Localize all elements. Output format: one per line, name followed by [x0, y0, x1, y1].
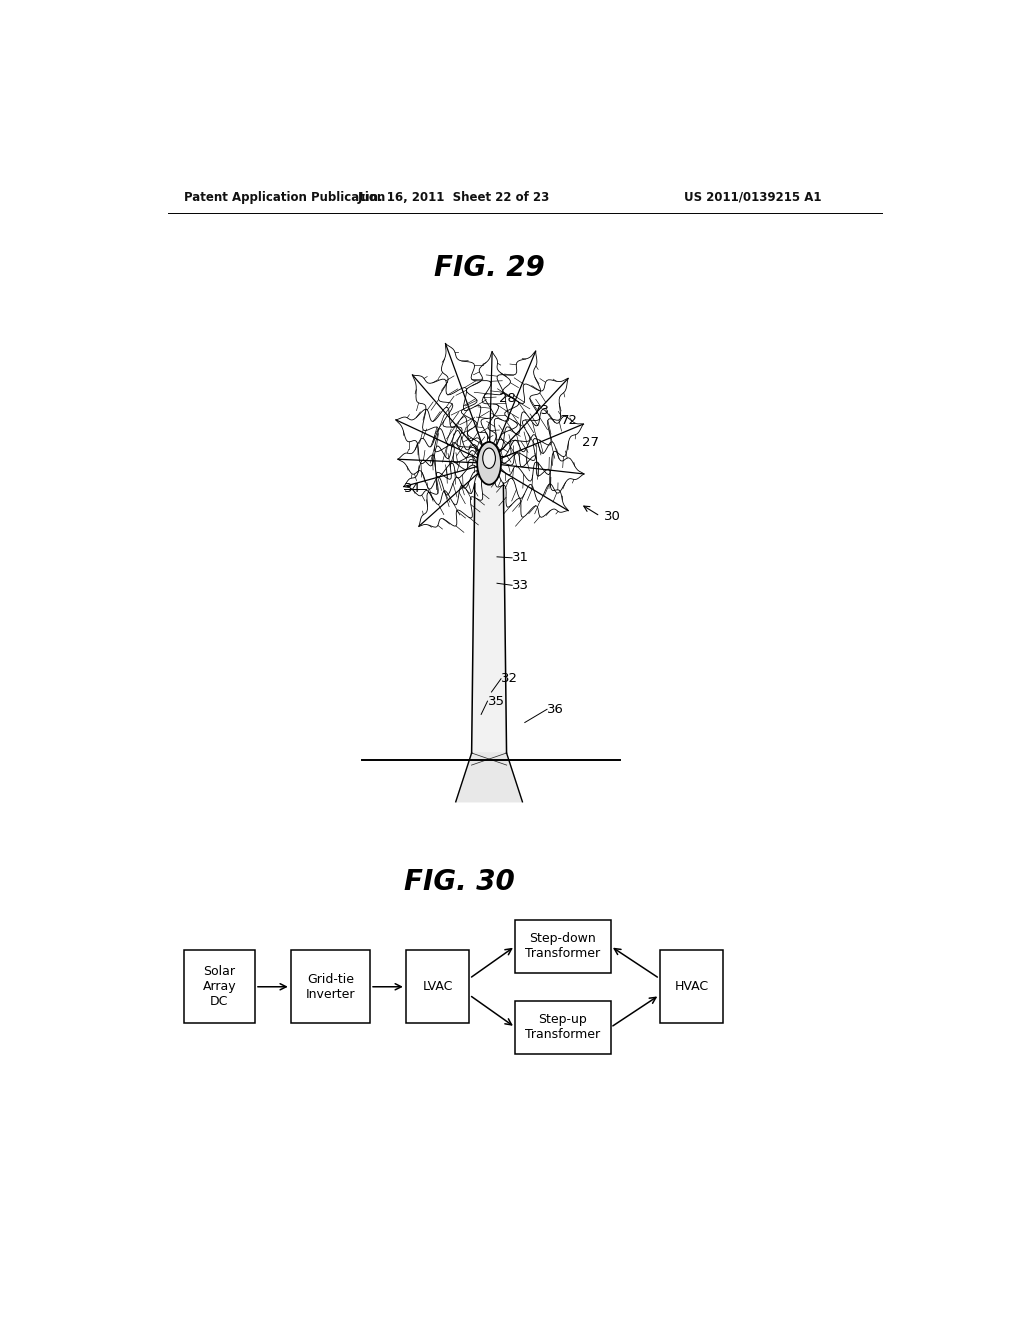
Text: 72: 72: [560, 414, 578, 428]
Text: 28: 28: [500, 392, 516, 405]
Polygon shape: [438, 343, 499, 463]
Text: 33: 33: [512, 578, 529, 591]
Text: 30: 30: [604, 510, 621, 523]
Text: Grid-tie
Inverter: Grid-tie Inverter: [305, 973, 355, 1001]
Text: 73: 73: [532, 404, 550, 417]
FancyBboxPatch shape: [406, 950, 469, 1023]
Text: US 2011/0139215 A1: US 2011/0139215 A1: [684, 190, 821, 203]
Text: Step-up
Transformer: Step-up Transformer: [525, 1014, 600, 1041]
Text: LVAC: LVAC: [422, 981, 453, 993]
Text: Step-down
Transformer: Step-down Transformer: [525, 932, 600, 960]
Polygon shape: [456, 752, 522, 801]
Polygon shape: [462, 351, 519, 463]
Text: Solar
Array
DC: Solar Array DC: [203, 965, 237, 1008]
Text: 32: 32: [501, 672, 518, 685]
Text: Patent Application Publication: Patent Application Publication: [183, 190, 385, 203]
FancyBboxPatch shape: [659, 950, 723, 1023]
Text: 31: 31: [512, 552, 529, 565]
Ellipse shape: [477, 442, 501, 484]
Text: FIG. 29: FIG. 29: [433, 255, 545, 282]
Text: 34: 34: [404, 482, 421, 495]
Text: Jun. 16, 2011  Sheet 22 of 23: Jun. 16, 2011 Sheet 22 of 23: [357, 190, 550, 203]
Text: FIG. 30: FIG. 30: [404, 869, 515, 896]
FancyBboxPatch shape: [515, 1001, 610, 1053]
Polygon shape: [419, 459, 489, 527]
Polygon shape: [489, 434, 584, 502]
Polygon shape: [398, 429, 489, 495]
Ellipse shape: [482, 447, 496, 469]
FancyBboxPatch shape: [515, 920, 610, 973]
Polygon shape: [489, 409, 584, 480]
Polygon shape: [489, 379, 568, 465]
Polygon shape: [472, 483, 507, 752]
Text: HVAC: HVAC: [675, 981, 709, 993]
Polygon shape: [413, 375, 489, 463]
Polygon shape: [403, 442, 489, 506]
Text: 27: 27: [582, 437, 599, 450]
Text: 35: 35: [487, 694, 505, 708]
Polygon shape: [481, 351, 541, 463]
FancyBboxPatch shape: [291, 950, 370, 1023]
Polygon shape: [489, 453, 568, 517]
Text: 36: 36: [547, 702, 564, 715]
Polygon shape: [396, 408, 489, 478]
FancyBboxPatch shape: [183, 950, 255, 1023]
